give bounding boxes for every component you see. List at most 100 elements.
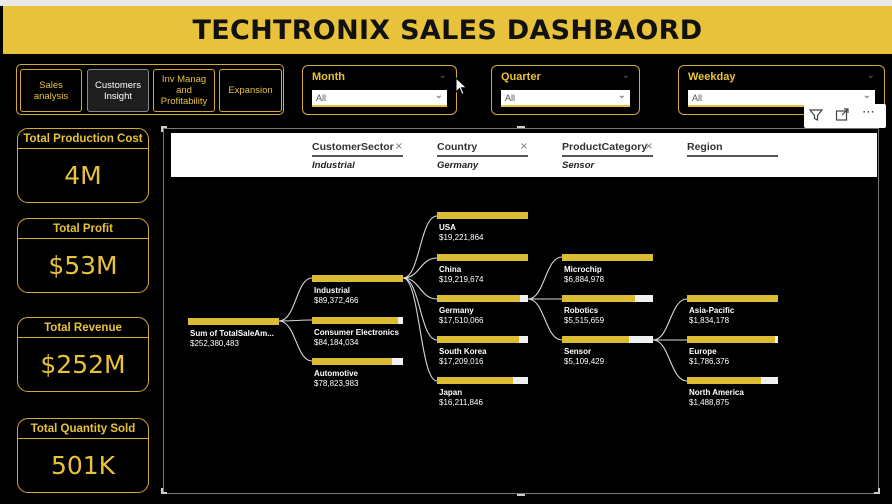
node-value: $1,488,875 — [689, 398, 730, 407]
node-value: $17,510,066 — [439, 316, 484, 325]
node-bar-fill — [687, 377, 761, 384]
node-bar — [437, 295, 528, 302]
tree-link — [527, 298, 563, 341]
chevron-down-icon: ⌄ — [434, 90, 443, 101]
quarter-dropdown[interactable]: All ⌄ — [501, 90, 630, 107]
node-label: Sum of TotalSaleAm... — [190, 329, 274, 338]
nav-sales-analysis-button[interactable]: Sales analysis — [20, 69, 82, 112]
kpi-value: 4M — [64, 161, 102, 190]
tree-link — [278, 319, 313, 322]
filter-value: Industrial — [312, 160, 355, 171]
filter-value: Sensor — [562, 160, 595, 171]
node-bar — [312, 317, 403, 324]
node-bar — [562, 254, 653, 261]
chevron-down-icon[interactable]: ⌄ — [866, 70, 875, 81]
filter-icon[interactable] — [808, 108, 824, 126]
node-value: $1,834,178 — [689, 316, 730, 325]
node-bar-fill — [312, 317, 398, 324]
filter-name: Country — [437, 141, 528, 157]
node-bar — [437, 336, 528, 343]
remove-level-icon[interactable]: × — [519, 141, 528, 152]
filter-country: Country × Germany — [437, 141, 528, 171]
node-label: Microchip — [564, 265, 602, 274]
weekday-dropdown[interactable]: All ⌄ — [688, 90, 875, 107]
node-bar — [437, 377, 528, 384]
node-bar-fill — [437, 212, 528, 219]
slicer-title: Quarter — [501, 71, 541, 83]
resize-handle[interactable] — [874, 488, 880, 494]
tree-link — [652, 339, 688, 382]
node-bar-fill — [687, 336, 776, 343]
node-bar — [188, 318, 279, 325]
kpi-card-total-profit: Total Profit $53M — [17, 218, 149, 293]
kpi-label: Total Quantity Sold — [18, 419, 148, 439]
slicer-value: All — [505, 93, 516, 103]
node-value: $1,786,376 — [689, 357, 730, 366]
tree-link — [402, 215, 438, 279]
node-bar-fill — [188, 318, 279, 325]
node-label: Automotive — [314, 369, 358, 378]
node-value: $5,515,659 — [564, 316, 605, 325]
chevron-down-icon[interactable]: ⌄ — [438, 70, 447, 81]
node-bar — [687, 295, 778, 302]
filter-region: Region — [687, 141, 778, 160]
remove-level-icon[interactable]: × — [644, 141, 653, 152]
slicer-value: All — [316, 93, 327, 103]
node-bar-fill — [437, 336, 519, 343]
resize-handle[interactable] — [161, 126, 167, 132]
tree-link — [402, 277, 438, 341]
node-value: $19,221,864 — [439, 233, 484, 242]
node-bar-fill — [312, 275, 403, 282]
chevron-down-icon[interactable]: ⌄ — [621, 70, 630, 81]
node-bar-fill — [437, 295, 520, 302]
node-bar-fill — [687, 295, 778, 302]
remove-level-icon[interactable]: × — [394, 141, 403, 152]
tree-link — [402, 257, 438, 279]
filter-name: CustomerSector — [312, 141, 403, 157]
node-bar-fill — [312, 358, 393, 365]
top-strip — [0, 0, 892, 6]
resize-handle[interactable] — [517, 490, 525, 496]
resize-handle[interactable] — [161, 488, 167, 494]
node-label: Asia-Pacific — [689, 306, 735, 315]
visual-header-toolbar: ⋯ — [804, 104, 886, 128]
tree-link — [402, 277, 438, 382]
node-bar-fill — [562, 336, 630, 343]
kpi-value: $53M — [48, 251, 118, 280]
nav-customers-insight-button[interactable]: Customers Insight — [87, 69, 149, 112]
node-bar — [687, 377, 778, 384]
node-label: Consumer Electronics — [314, 328, 399, 337]
node-label: Germany — [439, 306, 474, 315]
node-bar-fill — [437, 377, 514, 384]
focus-mode-icon[interactable] — [835, 108, 849, 126]
kpi-value: $252M — [40, 350, 126, 379]
chevron-down-icon: ⌄ — [617, 90, 626, 101]
node-label: Industrial — [314, 286, 351, 295]
more-options-icon[interactable]: ⋯ — [862, 105, 875, 120]
node-value: $19,219,674 — [439, 275, 484, 284]
node-bar — [312, 358, 403, 365]
nav-inventory-profitability-button[interactable]: Inv Manag and Profitability — [153, 69, 215, 112]
node-bar — [437, 254, 528, 261]
node-value: $17,209,016 — [439, 357, 484, 366]
node-bar-fill — [437, 254, 528, 261]
node-value: $6,884,978 — [564, 275, 605, 284]
node-label: Sensor — [564, 347, 592, 356]
decomposition-tree-visual[interactable] — [163, 128, 879, 494]
resize-handle[interactable] — [517, 126, 525, 132]
filter-customer-sector: CustomerSector × Industrial — [312, 141, 403, 171]
filter-name: ProductCategory — [562, 141, 653, 157]
node-value: $78,823,983 — [314, 379, 359, 388]
nav-button-group: Sales analysis Customers Insight Inv Man… — [16, 64, 284, 115]
node-label: USA — [439, 223, 456, 232]
node-bar-fill — [562, 254, 653, 261]
tree-link — [278, 320, 313, 362]
nav-expansion-button[interactable]: Expansion — [219, 69, 282, 112]
weekday-slicer: Weekday ⌄ All ⌄ — [678, 65, 885, 115]
node-value: $5,109,429 — [564, 357, 605, 366]
filter-value: Germany — [437, 160, 479, 171]
node-value: $16,211,846 — [439, 398, 483, 407]
quarter-slicer: Quarter ⌄ All ⌄ — [491, 65, 640, 115]
month-dropdown[interactable]: All ⌄ — [312, 90, 447, 107]
